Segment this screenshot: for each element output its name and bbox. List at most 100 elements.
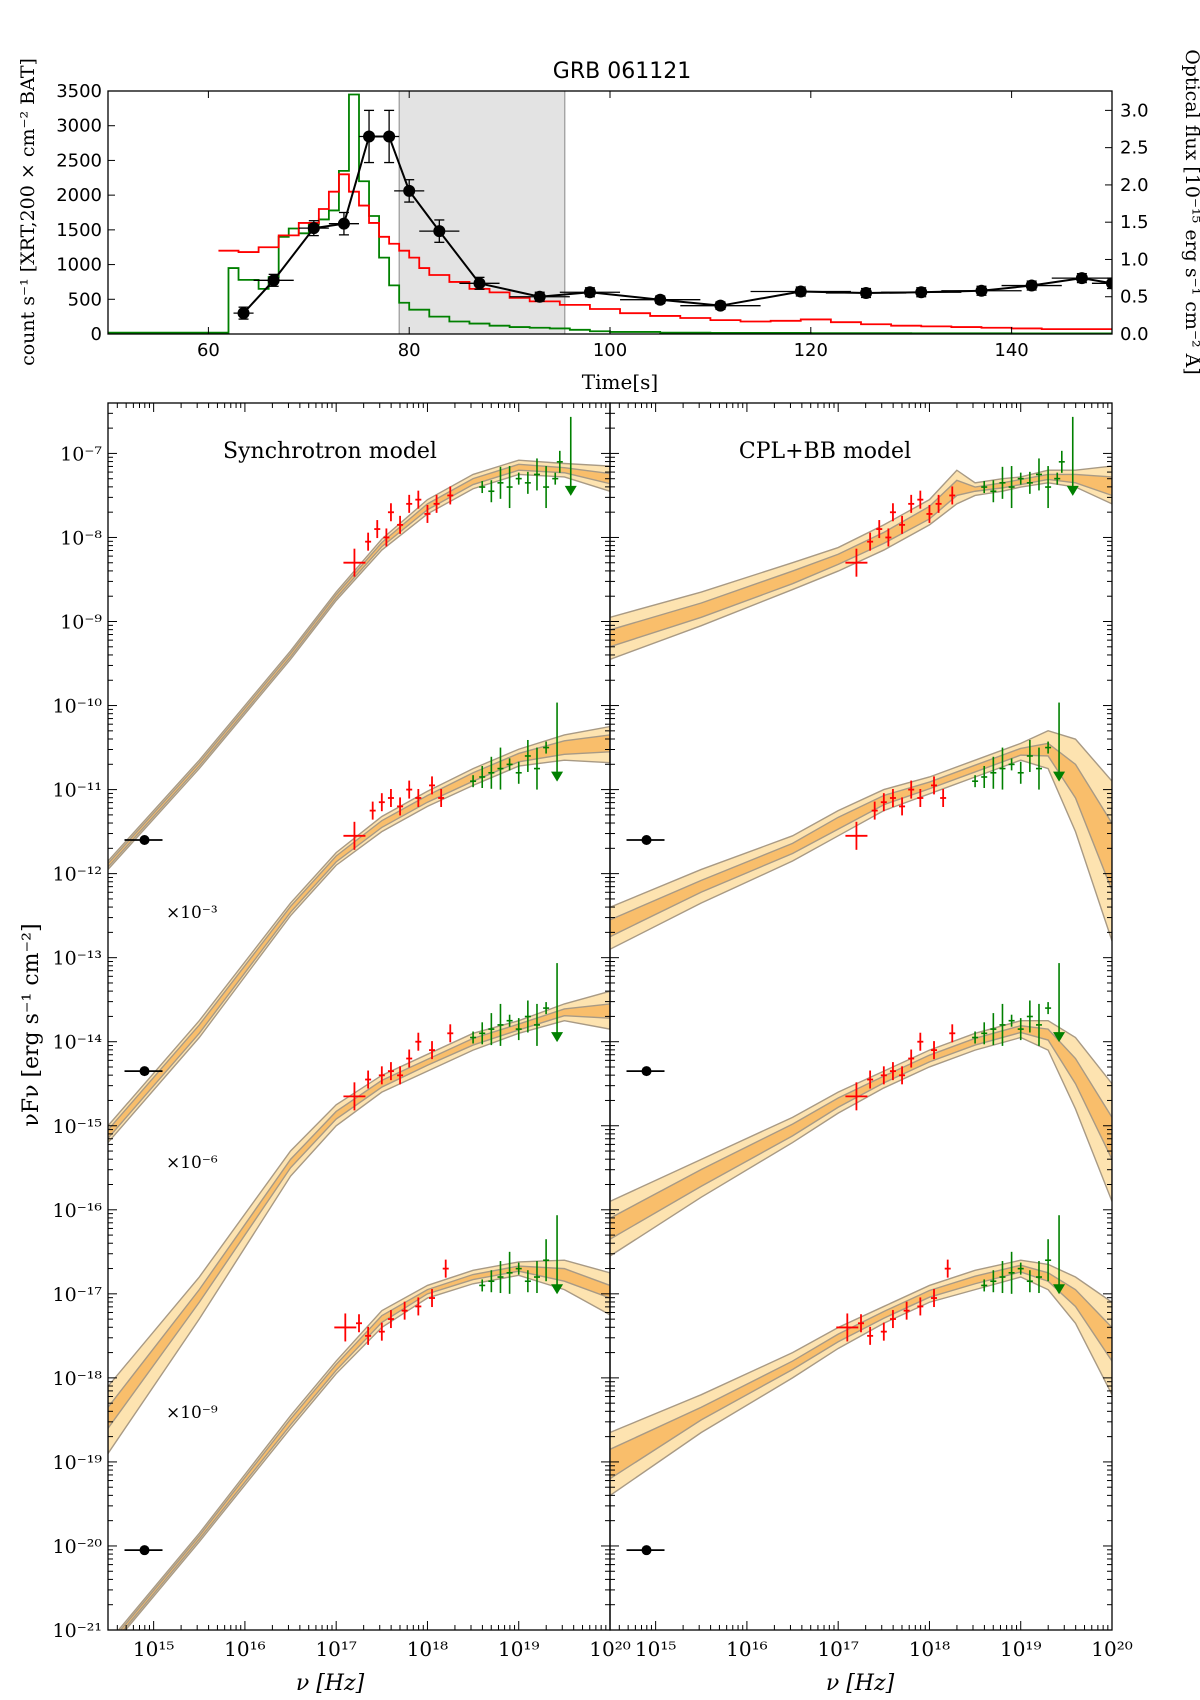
y-tick-label: 10⁻¹⁸ (53, 1368, 103, 1390)
optical-point (881, 286, 962, 299)
synchrotron-panel: Synchrotron model ν [Hz] νFν [erg s⁻¹ cm… (19, 402, 631, 1696)
optical-marker (403, 184, 416, 197)
optical-marker (714, 299, 727, 312)
light-curve-title: GRB 061121 (553, 59, 691, 84)
y-tick-label-right: 2.0 (1120, 175, 1149, 196)
bat-upper-limit-arrow (551, 1032, 564, 1043)
optical-point (1001, 279, 1062, 292)
optical-marker (473, 277, 486, 290)
optical-point (328, 211, 359, 236)
bat-upper-limit-arrow (551, 771, 564, 782)
optical-marker (915, 286, 928, 299)
synchrotron-band-inner-0 (108, 463, 610, 868)
optical-sed-point (139, 835, 150, 846)
synchrotron-x-label: ν [Hz] (296, 1671, 365, 1696)
optical-marker (433, 225, 446, 238)
y-tick-label-left: 3000 (56, 116, 102, 137)
optical-marker (860, 287, 873, 300)
y-tick-label-right: 1.0 (1120, 249, 1149, 270)
cpl-bb-band-inner-1 (610, 742, 1112, 938)
cpl-bb-panel: CPL+BB model ν [Hz] 10¹⁵ 10¹⁶ 10¹⁷ 10¹⁸ 10¹⁹… (609, 402, 1133, 1696)
y-tick-label: 10⁻¹⁷ (53, 1284, 103, 1306)
light-curve-plot-area (108, 91, 1112, 334)
x-tick-label: 10¹⁷ (817, 1637, 858, 1661)
optical-point (1051, 272, 1112, 285)
bat-upper-limit-arrow (564, 485, 577, 496)
y-tick-label: 10⁻⁹ (60, 612, 102, 634)
y-tick-label-left: 2000 (56, 185, 102, 206)
bat-upper-limit-arrow (1053, 771, 1066, 782)
optical-marker (533, 290, 546, 303)
y-tick-label-right: 3.0 (1120, 100, 1149, 121)
bat-upper-limit-arrow (551, 1284, 564, 1295)
optical-point (825, 287, 907, 300)
cpl-bb-band-outer-1 (610, 730, 1112, 951)
light-curve-y-label-right: Optical flux [10⁻¹⁵ erg s⁻¹ cm⁻² Å] (1181, 49, 1200, 375)
optical-marker (583, 286, 596, 299)
optical-marker (267, 274, 280, 287)
y-tick-label-right: 0.0 (1120, 324, 1149, 345)
optical-marker (975, 284, 988, 297)
x-tick-label: 100 (593, 340, 627, 361)
optical-point (394, 179, 425, 203)
y-tick-label-left: 500 (68, 289, 102, 310)
y-tick-label-right: 2.5 (1120, 138, 1149, 159)
cpl-bb-band-inner-0 (610, 473, 1112, 648)
bat-upper-limit-arrow (1053, 1032, 1066, 1043)
cpl-bb-x-label: ν [Hz] (826, 1671, 895, 1696)
y-tick-label: 10⁻¹² (53, 864, 102, 886)
x-tick-label: 10¹⁸ (909, 1637, 950, 1661)
x-tick-label: 10¹⁶ (726, 1637, 767, 1661)
synchrotron-panel-title: Synchrotron model (223, 439, 437, 464)
cpl-bb-band-outer-3 (610, 1259, 1112, 1497)
optical-point (680, 299, 761, 312)
y-tick-label: 10⁻¹¹ (53, 780, 102, 802)
x-tick-label: 10²⁰ (1091, 1637, 1132, 1661)
optical-point (620, 293, 701, 306)
cpl-bb-band-outer-2 (610, 1020, 1112, 1257)
scale-annotation-3: ×10⁻⁹ (166, 1403, 218, 1423)
y-tick-label-left: 1500 (56, 220, 102, 241)
optical-point (941, 284, 1022, 297)
y-tick-label: 10⁻²¹ (53, 1620, 102, 1642)
x-tick-label: 10²⁰ (589, 1637, 630, 1661)
x-tick-label: 10¹⁵ (635, 1637, 676, 1661)
cpl-bb-band-inner-2 (610, 1025, 1112, 1241)
x-tick-label: 10¹⁷ (315, 1637, 356, 1661)
optical-point (1091, 277, 1112, 290)
optical-marker (337, 217, 350, 230)
x-tick-label: 10¹⁵ (133, 1637, 174, 1661)
y-tick-label: 10⁻¹⁹ (53, 1452, 103, 1474)
optical-point (253, 273, 294, 287)
optical-point (233, 306, 254, 320)
y-tick-label-left: 3500 (56, 81, 102, 102)
synchrotron-band-inner-1 (108, 734, 610, 1140)
x-tick-label: 60 (197, 340, 220, 361)
y-tick-label: 10⁻⁷ (60, 443, 102, 465)
optical-point (459, 276, 500, 290)
optical-point (359, 109, 380, 164)
cpl-bb-band-outer-0 (610, 465, 1112, 661)
sed-y-label: νFν [erg s⁻¹ cm⁻²] (19, 923, 44, 1126)
y-tick-label: 10⁻⁸ (60, 527, 102, 549)
x-tick-label: 10¹⁹ (1000, 1637, 1041, 1661)
optical-sed-point (139, 1066, 150, 1077)
x-tick-label: 120 (794, 340, 828, 361)
scale-annotation-2: ×10⁻⁶ (166, 1153, 218, 1173)
optical-marker (1106, 277, 1112, 290)
y-tick-label-right: 0.5 (1120, 287, 1149, 308)
synchrotron-plot-area (108, 416, 610, 1630)
cpl-bb-plot-area (610, 416, 1112, 1556)
x-tick-label: 80 (398, 340, 421, 361)
y-tick-label-left: 0 (91, 324, 102, 345)
optical-marker (363, 130, 376, 143)
optical-point (298, 220, 329, 237)
y-tick-label: 10⁻¹⁵ (53, 1116, 102, 1138)
optical-point (419, 219, 460, 243)
light-curve-x-label: Time[s] (582, 370, 658, 394)
synchrotron-band-outer-2 (108, 990, 610, 1455)
x-tick-label: 140 (994, 340, 1028, 361)
scale-annotation-1: ×10⁻³ (166, 903, 218, 923)
x-tick-label: 10¹⁹ (498, 1637, 539, 1661)
